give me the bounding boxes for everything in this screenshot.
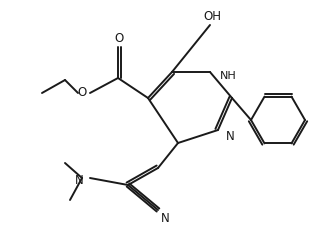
Text: O: O: [77, 86, 86, 100]
Text: O: O: [114, 33, 124, 46]
Text: N: N: [75, 173, 84, 186]
Text: NH: NH: [220, 71, 236, 81]
Text: N: N: [161, 212, 169, 225]
Text: OH: OH: [203, 10, 221, 24]
Text: N: N: [226, 130, 234, 143]
